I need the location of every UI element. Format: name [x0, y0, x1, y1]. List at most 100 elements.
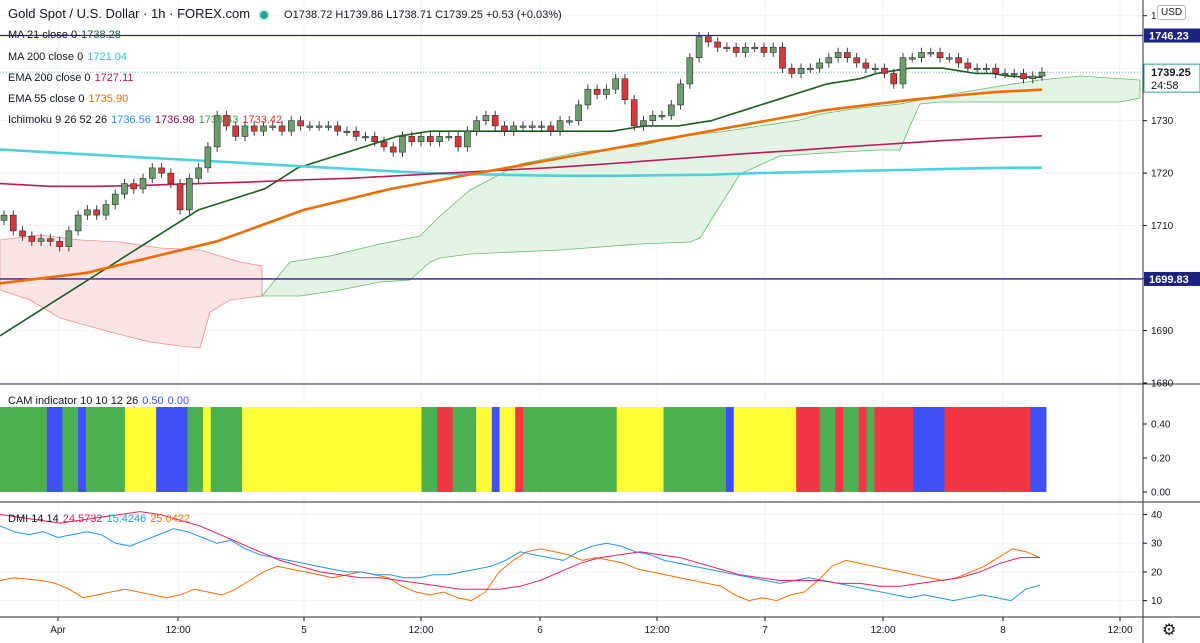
candle-down	[621, 78, 629, 100]
cam-bar	[764, 407, 774, 492]
candle-down	[788, 67, 796, 74]
cam-bar	[967, 407, 977, 492]
cam-bar	[398, 407, 407, 492]
candle-down	[427, 136, 434, 142]
legend-ma21[interactable]: MA 21 close 0 1738.28	[8, 29, 125, 41]
cam-y-tick-label: 0.40	[1151, 420, 1171, 431]
dmi-y-tick-label: 10	[1151, 596, 1163, 607]
candle-down	[176, 183, 184, 211]
cam-bar	[156, 407, 165, 492]
legend-cam-label: CAM indicator 10 10 12 26	[8, 395, 139, 407]
cam-bar	[796, 407, 805, 492]
cam-bar	[819, 407, 828, 492]
candle-down	[56, 241, 63, 247]
cam-bar	[741, 407, 750, 492]
legend-ma21-value: 1738.28	[81, 29, 121, 41]
legend-ichimoku-v4: 1733.42	[242, 114, 283, 126]
candle-up	[186, 178, 193, 211]
candle-down	[844, 52, 851, 59]
cam-bar	[148, 407, 157, 492]
candle-up	[139, 178, 147, 190]
ichimoku-cloud	[0, 75, 1141, 349]
cam-bar	[218, 407, 227, 492]
legend-ema55-label: EMA 55 close 0	[8, 93, 85, 105]
candle-up	[538, 125, 545, 128]
legend-dmi[interactable]: DMI 14 14 24.5732 15.4246 25.0422	[8, 513, 194, 525]
candle-down	[9, 214, 17, 232]
cam-bar	[343, 407, 352, 492]
tag-lower-bg	[1144, 271, 1200, 286]
candle-up	[213, 115, 221, 148]
candle-up	[241, 125, 249, 137]
cam-bar	[718, 407, 727, 492]
candle-up	[148, 167, 156, 179]
cam-bar	[585, 407, 594, 492]
cam-bar	[788, 407, 797, 492]
cam-bar	[374, 407, 383, 492]
candle-up	[834, 52, 842, 59]
candle-up	[1001, 73, 1009, 76]
legend-ema200[interactable]: EMA 200 close 0 1727.11	[8, 72, 138, 84]
x-tick-label: 12:00	[870, 625, 895, 636]
cam-bar	[804, 407, 813, 492]
candle-down	[501, 125, 508, 132]
cam-bar	[874, 407, 883, 492]
dmi-y-tick-label: 20	[1151, 567, 1163, 578]
cam-bar	[351, 407, 360, 492]
candle-up	[677, 83, 684, 106]
line-ma-21	[0, 67, 1043, 337]
candle-down	[408, 136, 416, 142]
candle-up	[825, 57, 833, 64]
cam-bar	[62, 407, 71, 492]
candle-up	[84, 209, 91, 216]
cam-bar	[866, 407, 875, 492]
x-tick-label: 12:00	[644, 625, 669, 636]
cam-bar	[93, 407, 102, 492]
legend-ema55[interactable]: EMA 55 close 0 1735.90	[8, 93, 132, 105]
currency-button[interactable]: USD	[1157, 5, 1187, 20]
cam-bar	[850, 407, 860, 492]
legend-cam-v1: 0.50	[142, 395, 164, 407]
cam-bar	[983, 407, 992, 492]
tag-current-text: 1739.25	[1151, 67, 1191, 79]
cam-bar	[132, 407, 141, 492]
cam-bar	[921, 407, 930, 492]
candle-down	[19, 230, 26, 237]
legend-cam-v2: 0.00	[167, 395, 190, 407]
cam-bar	[359, 407, 368, 492]
candle-up	[695, 36, 703, 59]
legend-ichimoku-v2: 1736.98	[154, 114, 195, 126]
cam-bar	[999, 407, 1008, 492]
cam-bar	[710, 407, 719, 492]
legend-cam[interactable]: CAM indicator 10 10 12 26 0.50 0.00	[8, 395, 194, 407]
legend-dmi-v2: 15.4246	[106, 513, 147, 525]
x-tick-label: 5	[301, 625, 307, 636]
symbol-title[interactable]: Gold Spot / U.S. Dollar · 1h · FOREX.com	[8, 6, 251, 21]
cam-bar	[1022, 407, 1031, 492]
candle-down	[334, 125, 341, 132]
line-ema-200	[0, 135, 1043, 188]
line-ema-55	[0, 88, 1043, 285]
legend-ema200-label: EMA 200 close 0	[8, 72, 91, 84]
x-tick-label: 12:00	[408, 625, 433, 636]
cam-bar	[858, 407, 867, 492]
cam-bar	[491, 407, 500, 492]
candle-up	[74, 214, 82, 232]
candle-up	[751, 46, 758, 50]
gear-icon[interactable]: ⚙	[1162, 622, 1177, 639]
candle-up	[399, 136, 406, 153]
legend-ichimoku[interactable]: Ichimoku 9 26 52 26 1736.56 1736.98 1738.43…	[8, 114, 286, 126]
cam-bar	[304, 407, 313, 492]
y-tick-label: 1720	[1151, 169, 1174, 180]
candle-down	[232, 125, 239, 137]
candle-down	[1020, 73, 1027, 79]
tag-upper-bg	[1144, 28, 1200, 43]
cloud-bear-area	[0, 234, 263, 349]
candle-down	[158, 167, 165, 174]
cam-bar	[46, 407, 56, 492]
candle-down	[130, 183, 138, 190]
legend-ma200[interactable]: MA 200 close 0 1721.04	[8, 51, 131, 63]
cam-bar	[843, 407, 852, 492]
cam-y-tick-label: 0.00	[1151, 488, 1171, 499]
